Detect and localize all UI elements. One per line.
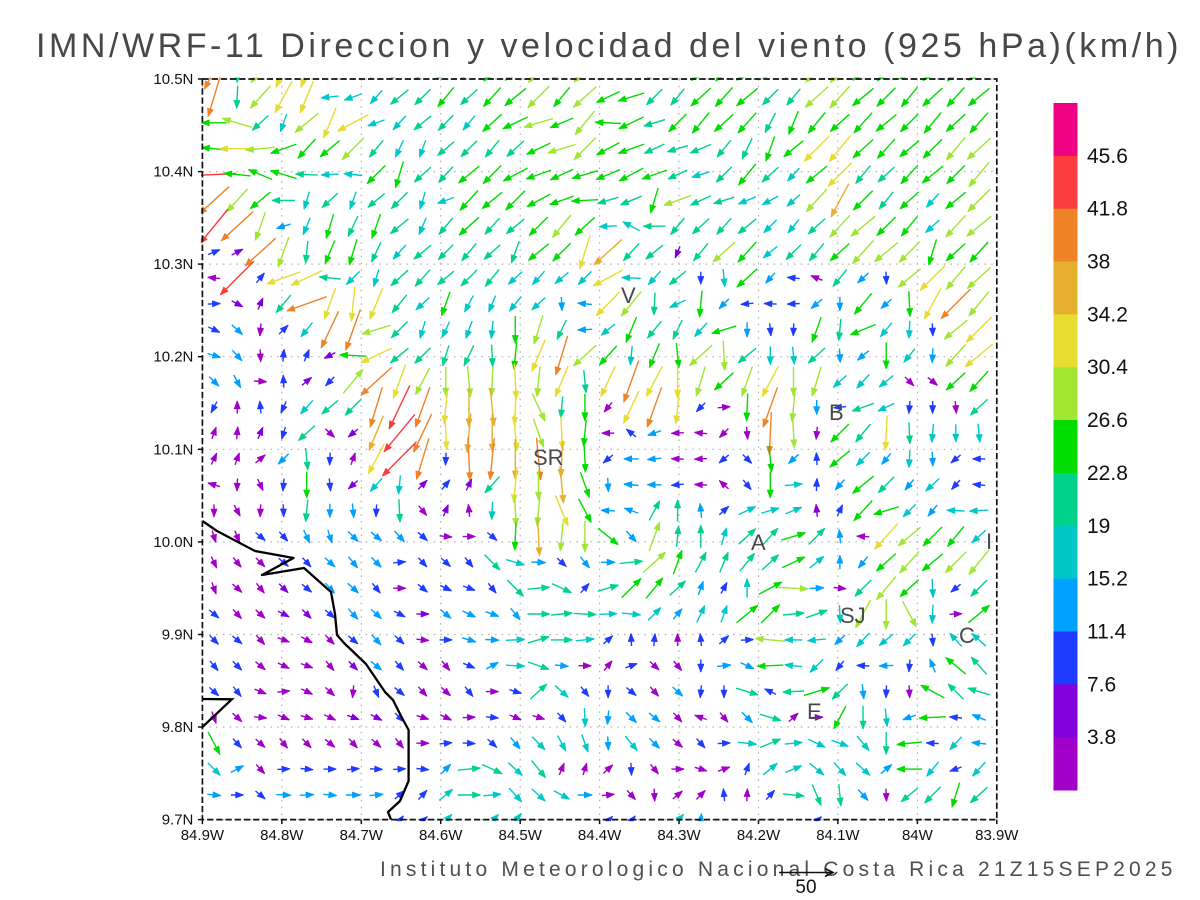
svg-text:A: A <box>751 530 766 555</box>
svg-text:84.3W: 84.3W <box>657 827 701 844</box>
svg-text:26.6: 26.6 <box>1087 409 1128 432</box>
svg-text:84.1W: 84.1W <box>816 827 860 844</box>
svg-text:7.6: 7.6 <box>1087 673 1116 696</box>
svg-text:SR: SR <box>533 445 564 470</box>
svg-text:11.4: 11.4 <box>1087 621 1127 644</box>
svg-text:30.4: 30.4 <box>1087 356 1128 379</box>
svg-text:84.6W: 84.6W <box>419 827 463 844</box>
svg-text:83.9W: 83.9W <box>975 827 1019 844</box>
svg-text:V: V <box>621 283 636 308</box>
svg-text:SJ: SJ <box>840 603 866 628</box>
svg-text:IMN/WRF-11 Direccion y velocid: IMN/WRF-11 Direccion y velocidad del vie… <box>36 27 1182 65</box>
svg-text:45.6: 45.6 <box>1087 145 1128 168</box>
svg-text:84.4W: 84.4W <box>578 827 622 844</box>
svg-text:10.2N: 10.2N <box>153 349 193 366</box>
svg-text:B: B <box>829 400 844 425</box>
svg-text:10.3N: 10.3N <box>153 256 193 273</box>
svg-text:Instituto Meteorologico Nacion: Instituto Meteorologico Nacional Costa R… <box>380 858 1177 881</box>
svg-text:10.4N: 10.4N <box>153 164 193 181</box>
svg-text:84.7W: 84.7W <box>340 827 384 844</box>
svg-text:10.1N: 10.1N <box>153 441 193 458</box>
svg-text:22.8: 22.8 <box>1087 462 1128 485</box>
svg-text:84.9W: 84.9W <box>181 827 225 844</box>
svg-text:84.5W: 84.5W <box>499 827 543 844</box>
svg-text:C: C <box>959 623 975 648</box>
svg-text:10.5N: 10.5N <box>153 71 193 88</box>
svg-text:84.2W: 84.2W <box>737 827 781 844</box>
svg-text:84.8W: 84.8W <box>260 827 304 844</box>
svg-text:9.8N: 9.8N <box>162 719 194 736</box>
svg-text:3.8: 3.8 <box>1087 726 1116 749</box>
svg-text:50: 50 <box>795 877 816 898</box>
svg-text:E: E <box>807 699 822 724</box>
svg-text:I: I <box>986 529 992 554</box>
svg-text:10.0N: 10.0N <box>153 534 193 551</box>
svg-text:84W: 84W <box>902 827 934 844</box>
svg-text:19: 19 <box>1087 515 1110 538</box>
svg-text:15.2: 15.2 <box>1087 568 1128 591</box>
svg-text:38: 38 <box>1087 251 1110 274</box>
svg-text:9.9N: 9.9N <box>162 627 194 644</box>
svg-text:34.2: 34.2 <box>1087 303 1128 326</box>
svg-text:41.8: 41.8 <box>1087 198 1128 221</box>
svg-text:9.7N: 9.7N <box>162 812 194 829</box>
